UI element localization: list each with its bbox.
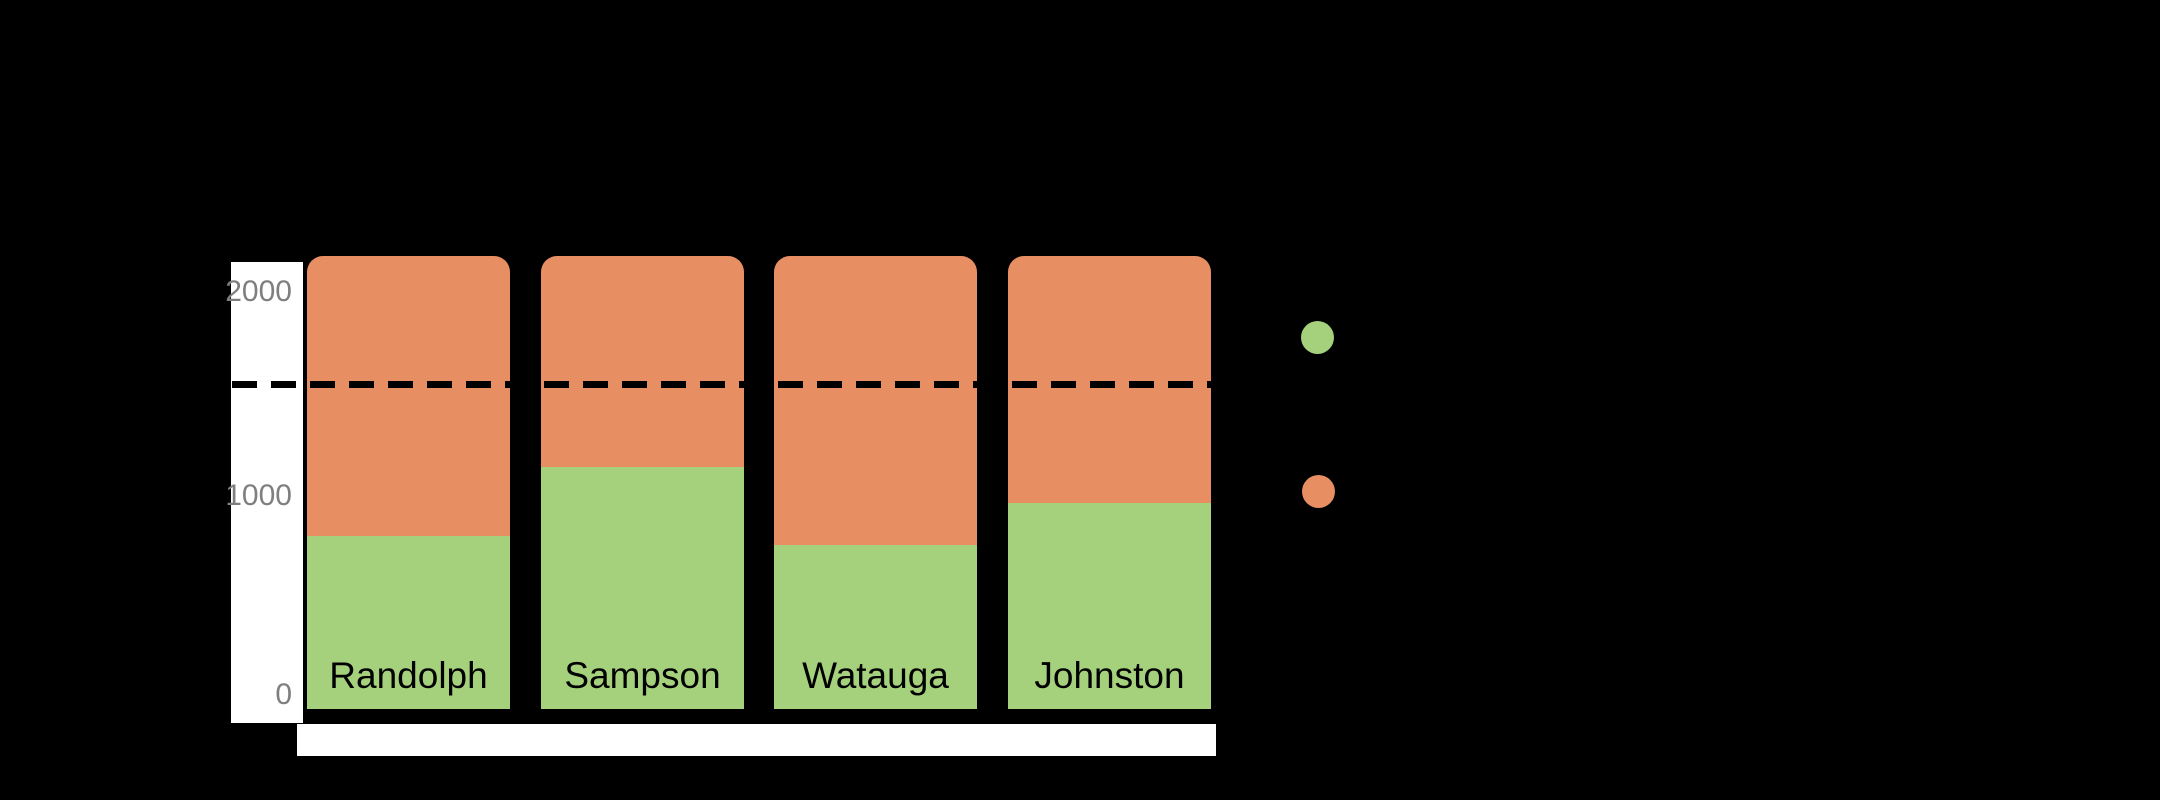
bar-segment-green <box>307 536 510 709</box>
legend-marker-orange-icon <box>1302 475 1335 508</box>
bar-segment-green <box>541 467 744 709</box>
y-tick-label-1000: 1000 <box>225 479 292 512</box>
bar-category-label: Watauga <box>802 655 949 696</box>
bar-category-label: Sampson <box>564 655 721 696</box>
y-tick-label-0: 0 <box>275 678 292 711</box>
bar-watauga: Watauga <box>774 256 977 709</box>
bar-randolph: Randolph <box>307 256 510 709</box>
bar-category-label: Johnston <box>1034 655 1185 696</box>
legend-marker-green-icon <box>1301 321 1334 354</box>
bar-johnston: Johnston <box>1008 256 1211 709</box>
y-tick-label-2000: 2000 <box>225 275 292 308</box>
bar-segment-green <box>774 545 977 709</box>
threshold-dashed-line <box>232 381 1218 388</box>
x-axis-strip <box>297 724 1216 756</box>
bar-segment-green <box>1008 503 1211 709</box>
y-axis-strip <box>231 262 303 723</box>
bar-sampson: Sampson <box>541 256 744 709</box>
bar-category-label: Randolph <box>329 655 488 696</box>
